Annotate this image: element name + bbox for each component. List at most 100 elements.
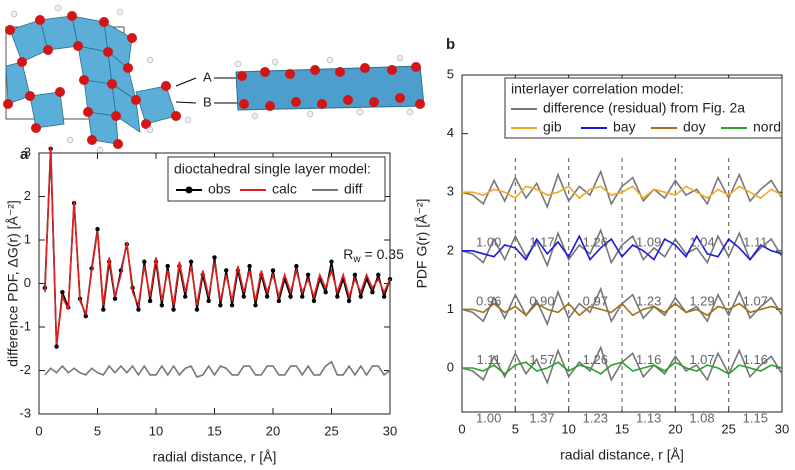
data-point: [247, 263, 252, 269]
ratio-label: 1.07: [689, 352, 714, 367]
y-tick-label: 0: [24, 275, 31, 290]
data-point: [358, 294, 363, 299]
pointer-line: [175, 77, 197, 87]
legend-label: nord: [753, 119, 781, 135]
y-tick-label: 2: [447, 242, 454, 257]
y-tick-label: 3: [24, 144, 31, 159]
ratio-label: 1.11: [743, 235, 767, 250]
y-tick-label: 3: [447, 184, 454, 199]
ratio-label: 1.09: [636, 235, 661, 250]
legend-label: bay: [613, 119, 636, 135]
ratio-label: 1.17: [529, 235, 554, 250]
data-point: [270, 268, 276, 273]
data-point: [194, 307, 200, 312]
x-tick-label: 15: [207, 423, 221, 438]
x-tick-label: 5: [512, 421, 519, 436]
series-line: [462, 361, 783, 375]
x-axis-title: radial distance, r [Å]: [560, 447, 684, 463]
panel-label: b: [446, 36, 455, 53]
y-tick-label: -2: [19, 362, 31, 377]
pointer-line: [175, 101, 197, 104]
data-point: [224, 268, 229, 273]
series-line: [461, 228, 783, 268]
legend-label: difference (residual) from Fig. 2a: [543, 100, 745, 116]
legend-title: interlayer correlation model:: [511, 81, 684, 97]
series-line: [44, 360, 391, 378]
data-point: [229, 303, 235, 308]
data-point: [300, 294, 305, 299]
data-point: [264, 294, 270, 299]
legend-swatch: [185, 186, 193, 194]
ratio-label: 1.00: [476, 235, 501, 250]
data-point: [311, 298, 317, 304]
ratio-label: 0.96: [476, 293, 501, 308]
data-point: [101, 307, 106, 312]
x-axis-title: radial distance, r [Å]: [153, 449, 277, 465]
ratio-label: 1.11: [476, 352, 500, 367]
data-point: [83, 313, 89, 319]
data-point: [206, 298, 211, 304]
legend-box: [167, 156, 386, 202]
x-tick-label: 10: [561, 421, 575, 436]
ratio-label: 1.57: [529, 352, 554, 367]
data-point: [376, 272, 381, 277]
data-point: [54, 344, 59, 349]
structure-label: B: [203, 94, 212, 109]
data-point: [241, 294, 246, 299]
ratio-label: 0.90: [529, 293, 554, 308]
ratio-label: 1.00: [476, 410, 501, 425]
data-point: [253, 303, 258, 308]
x-tick-label: 30: [383, 423, 397, 438]
data-point: [147, 298, 153, 304]
side-oxygens: [237, 62, 425, 111]
data-point: [188, 259, 194, 264]
annotation-symbol: R: [343, 246, 353, 262]
data-point: [60, 290, 65, 295]
legend-label: obs: [208, 181, 231, 197]
series-line: [462, 185, 783, 200]
data-point: [288, 294, 293, 299]
series-line: [462, 234, 783, 262]
y-tick-label: 0: [447, 359, 454, 374]
data-point: [352, 272, 358, 277]
ratio-label: 1.29: [689, 293, 714, 308]
annotation-subscript: w: [352, 254, 361, 265]
ratio-label: 1.26: [583, 235, 608, 250]
series-line: [461, 169, 783, 210]
data-point: [218, 303, 223, 308]
data-point: [171, 307, 176, 312]
data-point: [294, 263, 299, 269]
y-tick-label: 2: [24, 188, 31, 203]
series-line: [462, 302, 783, 317]
x-tick-label: 20: [668, 421, 682, 436]
series-line: [44, 146, 391, 345]
ratio-label: 1.23: [636, 293, 661, 308]
data-point: [95, 226, 100, 232]
x-tick-label: 5: [94, 423, 101, 438]
annotation-text: = 0.35: [365, 246, 405, 262]
x-tick-label: 15: [615, 421, 629, 436]
data-point: [329, 259, 334, 264]
ratio-label: 1.16: [636, 352, 661, 367]
data-point: [212, 255, 217, 260]
ratio-label: 1.13: [636, 410, 661, 425]
ratio-label: 1.16: [743, 352, 768, 367]
ratio-label: 1.15: [743, 410, 768, 425]
data-point: [142, 259, 147, 264]
side-hydrogens: [234, 54, 414, 120]
legend-label: diff: [344, 181, 363, 197]
y-tick-label: -3: [19, 405, 31, 420]
ratio-label: 1.04: [689, 235, 714, 250]
ratio-label: 1.23: [583, 410, 608, 425]
ratio-label: 1.08: [689, 410, 714, 425]
x-tick-label: 25: [324, 423, 338, 438]
x-tick-label: 10: [149, 423, 163, 438]
data-point: [335, 294, 340, 299]
oxygen-atoms: [3, 11, 181, 149]
y-tick-label: 1: [447, 301, 454, 316]
data-point: [381, 294, 387, 299]
ratio-label: 0.97: [583, 293, 608, 308]
data-point: [112, 296, 118, 301]
annotation: Rw = 0.35: [343, 246, 404, 265]
